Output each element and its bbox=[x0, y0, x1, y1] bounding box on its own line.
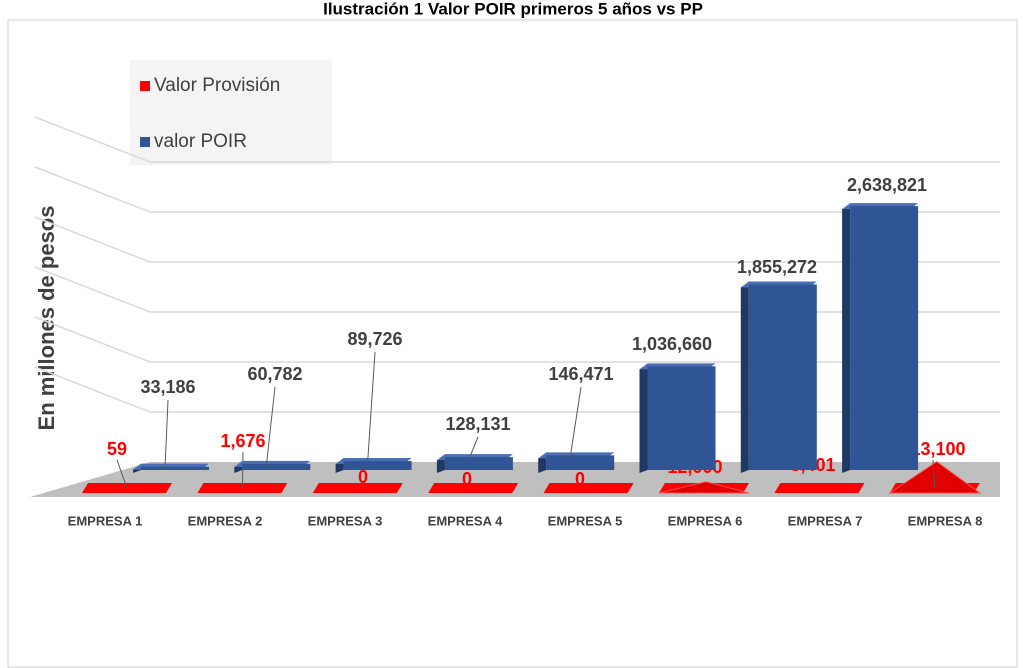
data-label: 59 bbox=[107, 439, 127, 459]
leader-line bbox=[367, 351, 376, 464]
leader-line bbox=[932, 459, 936, 489]
grid-line bbox=[34, 316, 1000, 363]
data-label: 0 bbox=[462, 469, 472, 489]
bar-front bbox=[647, 366, 716, 470]
provision-base bbox=[312, 483, 403, 493]
grid-line bbox=[34, 116, 1000, 163]
leader-line bbox=[116, 459, 128, 489]
bar bbox=[133, 463, 209, 473]
legend-swatch bbox=[140, 81, 150, 91]
provision-mark bbox=[428, 483, 519, 493]
provision-peak bbox=[658, 481, 750, 494]
provision-base bbox=[543, 483, 634, 493]
data-label: 33,186 bbox=[140, 377, 195, 397]
x-tick-label: EMPRESA 7 bbox=[788, 513, 863, 528]
provision-mark bbox=[312, 483, 403, 493]
data-label: 89,726 bbox=[347, 329, 402, 349]
chart-title: Ilustración 1 Valor POIR primeros 5 años… bbox=[323, 0, 703, 18]
x-tick-label: EMPRESA 3 bbox=[308, 513, 383, 528]
bar-front bbox=[141, 466, 209, 470]
bar bbox=[234, 460, 311, 473]
bar-front bbox=[850, 206, 919, 470]
provision-base bbox=[428, 483, 519, 493]
provision-base bbox=[774, 483, 865, 493]
data-label: 1,855,272 bbox=[737, 257, 817, 277]
x-tick-label: EMPRESA 5 bbox=[548, 513, 623, 528]
x-tick-label: EMPRESA 1 bbox=[68, 513, 143, 528]
bar bbox=[740, 281, 817, 473]
data-label: 1,676 bbox=[220, 431, 265, 451]
bar-side bbox=[639, 366, 648, 473]
bar-front bbox=[748, 284, 817, 470]
data-label: 2,638,821 bbox=[847, 175, 927, 195]
data-label: 60,782 bbox=[247, 364, 302, 384]
x-tick-label: EMPRESA 2 bbox=[188, 513, 263, 528]
leader-line bbox=[265, 386, 276, 466]
data-label: 0 bbox=[358, 467, 368, 487]
bar-side bbox=[538, 455, 547, 473]
x-tick-label: EMPRESA 6 bbox=[668, 513, 743, 528]
legend-label: Valor Provisión bbox=[154, 75, 280, 96]
leader-line bbox=[468, 436, 479, 460]
legend-swatch bbox=[140, 137, 150, 147]
bar bbox=[639, 363, 716, 473]
data-label: 0 bbox=[575, 469, 585, 489]
bar-side bbox=[436, 457, 445, 473]
x-tick-label: EMPRESA 4 bbox=[428, 513, 503, 528]
legend: Valor Provisión valor POIR bbox=[130, 60, 332, 165]
provision-peak bbox=[888, 461, 982, 494]
provision-mark bbox=[658, 481, 750, 494]
bar-front bbox=[546, 455, 615, 470]
data-label: 1,036,660 bbox=[632, 334, 712, 354]
bar bbox=[335, 458, 412, 473]
data-label: 146,471 bbox=[548, 364, 613, 384]
grid-line bbox=[34, 266, 1000, 313]
bar bbox=[842, 203, 919, 473]
bar-side bbox=[842, 206, 851, 473]
x-tick-label: EMPRESA 8 bbox=[908, 513, 983, 528]
leader-line bbox=[164, 399, 169, 469]
legend-box bbox=[130, 60, 332, 165]
bar bbox=[436, 454, 513, 473]
bar bbox=[538, 452, 615, 473]
bar-side bbox=[740, 284, 749, 473]
grid-line bbox=[34, 166, 1000, 213]
provision-mark bbox=[774, 483, 865, 493]
provision-mark bbox=[543, 483, 634, 493]
bar-front bbox=[242, 463, 311, 470]
grid-line bbox=[34, 216, 1000, 263]
bar-front bbox=[444, 457, 513, 470]
grid-line bbox=[34, 366, 1000, 413]
bar-front bbox=[343, 461, 412, 470]
data-label: 128,131 bbox=[445, 414, 510, 434]
leader-line bbox=[569, 386, 582, 458]
legend-label: valor POIR bbox=[154, 131, 247, 152]
